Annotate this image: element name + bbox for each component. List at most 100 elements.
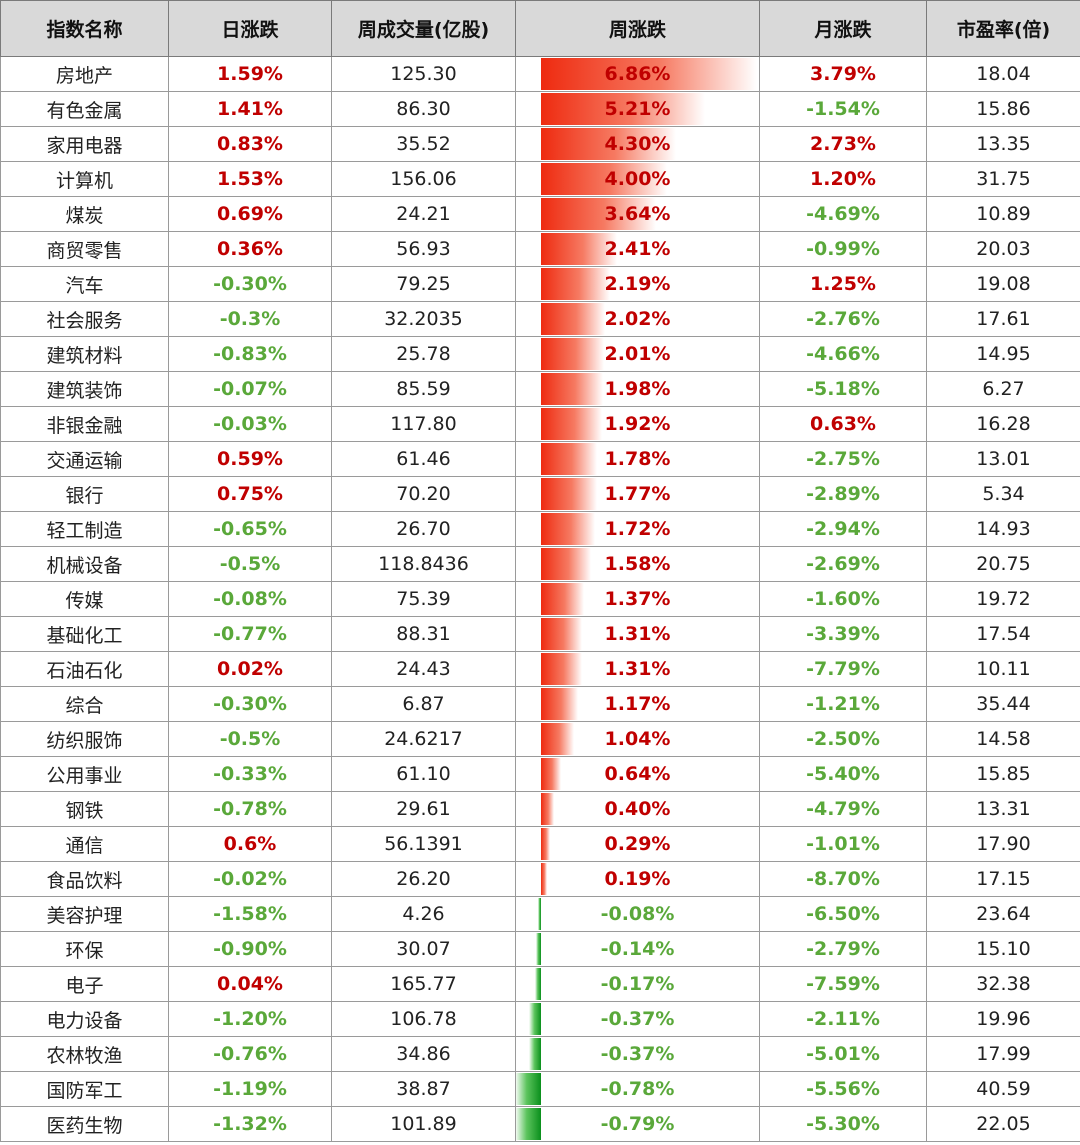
weekly-change-cell: 0.40% [515, 791, 760, 827]
weekly-change: -0.37% [600, 1043, 675, 1065]
daily-change: 0.75% [168, 476, 332, 512]
weekly-volume: 85.59 [331, 371, 516, 407]
table-row: 机械设备 -0.5% 118.8436 1.58% -2.69% 20.75 [0, 546, 1080, 582]
monthly-change: -4.69% [759, 196, 927, 232]
index-name: 商贸零售 [0, 231, 169, 267]
monthly-change: -1.60% [759, 581, 927, 617]
table-row: 环保 -0.90% 30.07 -0.14% -2.79% 15.10 [0, 931, 1080, 967]
index-name: 纺织服饰 [0, 721, 169, 757]
weekly-volume: 29.61 [331, 791, 516, 827]
monthly-change: -2.89% [759, 476, 927, 512]
monthly-change: -4.66% [759, 336, 927, 372]
header-weekly-change: 周涨跌 [515, 0, 760, 57]
weekly-change-cell: 1.17% [515, 686, 760, 722]
weekly-change-cell: 1.58% [515, 546, 760, 582]
weekly-volume: 25.78 [331, 336, 516, 372]
pe-ratio: 10.11 [926, 651, 1080, 687]
index-name: 非银金融 [0, 406, 169, 442]
daily-change: -1.20% [168, 1001, 332, 1037]
daily-change: -0.07% [168, 371, 332, 407]
weekly-volume: 38.87 [331, 1071, 516, 1107]
weekly-change-cell: -0.17% [515, 966, 760, 1002]
weekly-change-bar [541, 128, 677, 160]
monthly-change: -7.79% [759, 651, 927, 687]
monthly-change: -1.01% [759, 826, 927, 862]
weekly-change-cell: 2.02% [515, 301, 760, 337]
weekly-change-bar [535, 968, 541, 1000]
weekly-change: 2.02% [604, 308, 671, 330]
daily-change: -1.32% [168, 1106, 332, 1142]
weekly-volume: 61.46 [331, 441, 516, 477]
weekly-volume: 24.6217 [331, 721, 516, 757]
weekly-change-bar [541, 618, 583, 650]
weekly-volume: 24.43 [331, 651, 516, 687]
monthly-change: -8.70% [759, 861, 927, 897]
pe-ratio: 13.35 [926, 126, 1080, 162]
index-name: 环保 [0, 931, 169, 967]
weekly-change-bar [541, 653, 583, 685]
weekly-change: 2.01% [604, 343, 671, 365]
table-row: 交通运输 0.59% 61.46 1.78% -2.75% 13.01 [0, 441, 1080, 477]
weekly-change: 1.77% [604, 483, 671, 505]
daily-change: -0.77% [168, 616, 332, 652]
monthly-change: -2.75% [759, 441, 927, 477]
pe-ratio: 5.34 [926, 476, 1080, 512]
daily-change: 0.59% [168, 441, 332, 477]
weekly-change-cell: 2.41% [515, 231, 760, 267]
weekly-change-bar [541, 548, 591, 580]
weekly-change: 6.86% [604, 63, 671, 85]
weekly-volume: 32.2035 [331, 301, 516, 337]
daily-change: -0.76% [168, 1036, 332, 1072]
weekly-change: 1.78% [604, 448, 671, 470]
weekly-change-bar [541, 793, 554, 825]
table-body: 房地产 1.59% 125.30 6.86% 3.79% 18.04 有色金属 1.41% 86… [0, 56, 1080, 1142]
index-name: 建筑材料 [0, 336, 169, 372]
weekly-change: 0.40% [604, 798, 671, 820]
index-name: 传媒 [0, 581, 169, 617]
weekly-volume: 79.25 [331, 266, 516, 302]
table-row: 汽车 -0.30% 79.25 2.19% 1.25% 19.08 [0, 266, 1080, 302]
weekly-change-cell: 4.00% [515, 161, 760, 197]
weekly-change-bar [541, 373, 604, 405]
weekly-change: 1.37% [604, 588, 671, 610]
index-name: 银行 [0, 476, 169, 512]
weekly-change-cell: -0.79% [515, 1106, 760, 1142]
weekly-change-bar [541, 478, 597, 510]
index-name: 农林牧渔 [0, 1036, 169, 1072]
pe-ratio: 10.89 [926, 196, 1080, 232]
index-name: 综合 [0, 686, 169, 722]
weekly-change-bar [541, 513, 596, 545]
pe-ratio: 40.59 [926, 1071, 1080, 1107]
pe-ratio: 23.64 [926, 896, 1080, 932]
weekly-change: -0.08% [600, 903, 675, 925]
weekly-change-cell: -0.37% [515, 1001, 760, 1037]
weekly-change-cell: 0.64% [515, 756, 760, 792]
index-name: 房地产 [0, 56, 169, 92]
weekly-change: -0.17% [600, 973, 675, 995]
pe-ratio: 35.44 [926, 686, 1080, 722]
pe-ratio: 13.31 [926, 791, 1080, 827]
weekly-change-cell: -0.14% [515, 931, 760, 967]
daily-change: -0.5% [168, 546, 332, 582]
monthly-change: -4.79% [759, 791, 927, 827]
weekly-change: -0.78% [600, 1078, 675, 1100]
weekly-change: -0.14% [600, 938, 675, 960]
weekly-volume: 6.87 [331, 686, 516, 722]
weekly-change-bar [516, 1073, 541, 1105]
weekly-change-bar [538, 898, 541, 930]
pe-ratio: 15.10 [926, 931, 1080, 967]
weekly-change-bar [541, 443, 598, 475]
daily-change: -0.65% [168, 511, 332, 547]
weekly-volume: 86.30 [331, 91, 516, 127]
header-pe-ratio: 市盈率(倍) [926, 0, 1080, 57]
weekly-change: 0.19% [604, 868, 671, 890]
weekly-change: 1.92% [604, 413, 671, 435]
weekly-change: -0.79% [600, 1113, 675, 1135]
index-name: 煤炭 [0, 196, 169, 232]
index-name: 轻工制造 [0, 511, 169, 547]
monthly-change: -5.40% [759, 756, 927, 792]
weekly-change-bar [541, 233, 617, 265]
weekly-change-bar [541, 268, 610, 300]
table-row: 非银金融 -0.03% 117.80 1.92% 0.63% 16.28 [0, 406, 1080, 442]
table-row: 公用事业 -0.33% 61.10 0.64% -5.40% 15.85 [0, 756, 1080, 792]
